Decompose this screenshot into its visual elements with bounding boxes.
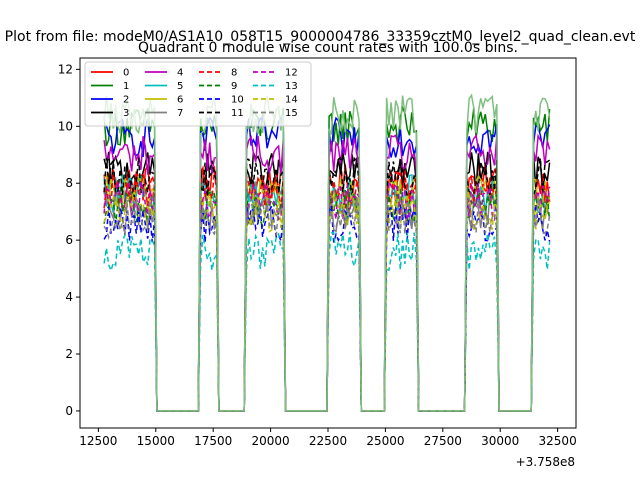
legend-label: 12 — [285, 68, 298, 79]
legend-label: 14 — [285, 95, 298, 106]
y-tick-label: 8 — [65, 176, 73, 190]
x-tick-label: 22500 — [309, 434, 347, 448]
x-offset-label: +3.758e8 — [516, 455, 575, 469]
legend-label: 11 — [231, 108, 244, 119]
x-tick-label: 12500 — [79, 434, 117, 448]
y-tick-label: 6 — [65, 233, 73, 247]
x-tick-label: 32500 — [539, 434, 577, 448]
legend-label: 10 — [231, 95, 244, 106]
legend-label: 13 — [285, 81, 298, 92]
x-tick-label: 27500 — [424, 434, 462, 448]
legend-label: 5 — [177, 81, 183, 92]
x-tick-label: 17500 — [194, 434, 232, 448]
chart-title: Quadrant 0 module wise count rates with … — [138, 40, 518, 56]
legend-label: 7 — [177, 108, 183, 119]
legend-label: 8 — [231, 68, 237, 79]
series-line-extra — [103, 93, 551, 412]
y-tick-label: 12 — [58, 62, 73, 76]
legend-label: 4 — [177, 68, 183, 79]
legend-label: 1 — [123, 81, 129, 92]
legend-label: 6 — [177, 95, 183, 106]
legend-label: 15 — [285, 108, 298, 119]
series-layer — [103, 93, 551, 412]
legend-box — [84, 61, 312, 127]
x-tick-label: 15000 — [137, 434, 175, 448]
y-tick-label: 2 — [65, 347, 73, 361]
y-tick-label: 4 — [65, 290, 73, 304]
x-tick-label: 30000 — [481, 434, 519, 448]
series-line-11 — [103, 156, 551, 412]
legend-label: 2 — [123, 95, 129, 106]
x-tick-label: 20000 — [251, 434, 289, 448]
y-tick-label: 10 — [58, 119, 73, 133]
x-tick-label: 25000 — [366, 434, 404, 448]
legend-label: 3 — [123, 108, 129, 119]
y-tick-label: 0 — [65, 404, 73, 418]
figure-suptitle: Plot from file: modeM0/AS1A10_058T15_900… — [5, 29, 636, 45]
y-axis: 0 2 4 6 8 10 12 — [58, 62, 80, 418]
legend-label: 9 — [231, 81, 237, 92]
legend-label: 0 — [123, 68, 129, 79]
x-axis: 12500 15000 17500 20000 22500 25000 27500 30000… — [79, 428, 577, 448]
